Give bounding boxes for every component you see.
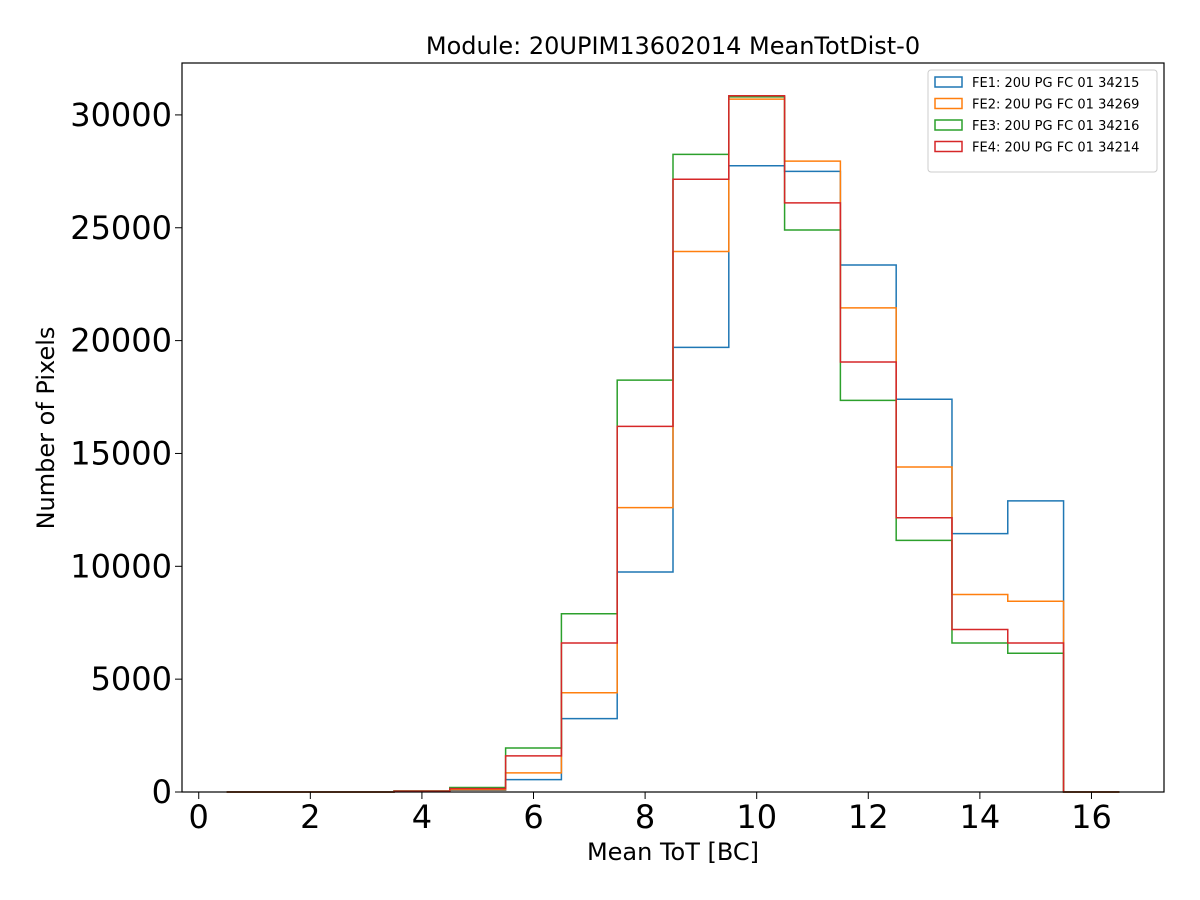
legend-label-fe1: FE1: 20U PG FC 01 34215: [972, 76, 1139, 91]
chart-title: Module: 20UPIM13602014 MeanTotDist-0: [426, 32, 920, 60]
x-tick-label: 4: [412, 798, 432, 836]
legend-swatch-fe4: [934, 140, 963, 153]
legend-label-fe2: FE2: 20U PG FC 01 34269: [972, 98, 1139, 113]
legend: FE1: 20U PG FC 01 34215 FE2: 20U PG FC 01…: [927, 69, 1158, 173]
y-tick-label: 20000: [70, 322, 172, 360]
y-axis-label: Number of Pixels: [32, 327, 60, 530]
legend-label-fe3: FE3: 20U PG FC 01 34216: [972, 119, 1139, 134]
series-fe4-line: [226, 94, 1120, 793]
x-tick-label: 8: [635, 798, 655, 836]
plot-frame: [181, 62, 1165, 793]
x-tick-label: 12: [848, 798, 889, 836]
x-axis-label: Mean ToT [BC]: [587, 838, 759, 866]
legend-swatch-fe2: [934, 97, 963, 110]
y-tick-label: 10000: [70, 547, 172, 585]
legend-label-fe4: FE4: 20U PG FC 01 34214: [972, 141, 1139, 156]
x-tick-label: 16: [1071, 798, 1112, 836]
legend-swatch-fe1: [934, 76, 963, 88]
y-tick-label: 25000: [70, 209, 172, 247]
y-tick-label: 15000: [70, 434, 172, 472]
x-tick-label: 6: [523, 798, 543, 836]
legend-box: [927, 69, 1158, 173]
y-tick-label: 30000: [70, 96, 172, 134]
y-tick-label: 5000: [91, 660, 172, 698]
plot-area: [226, 94, 1120, 793]
y-tick-label: 0: [152, 773, 172, 811]
x-tick-label: 10: [736, 798, 777, 836]
x-tick-label: 2: [300, 798, 320, 836]
x-tick-label: 0: [189, 798, 209, 836]
y-axis: 0 5000 10000 15000 20000 25000 30000: [70, 96, 182, 811]
legend-swatch-fe3: [934, 119, 963, 131]
x-axis: 0 2 4 6 8 10 12 14 16: [189, 792, 1112, 836]
x-tick-label: 14: [960, 798, 1001, 836]
